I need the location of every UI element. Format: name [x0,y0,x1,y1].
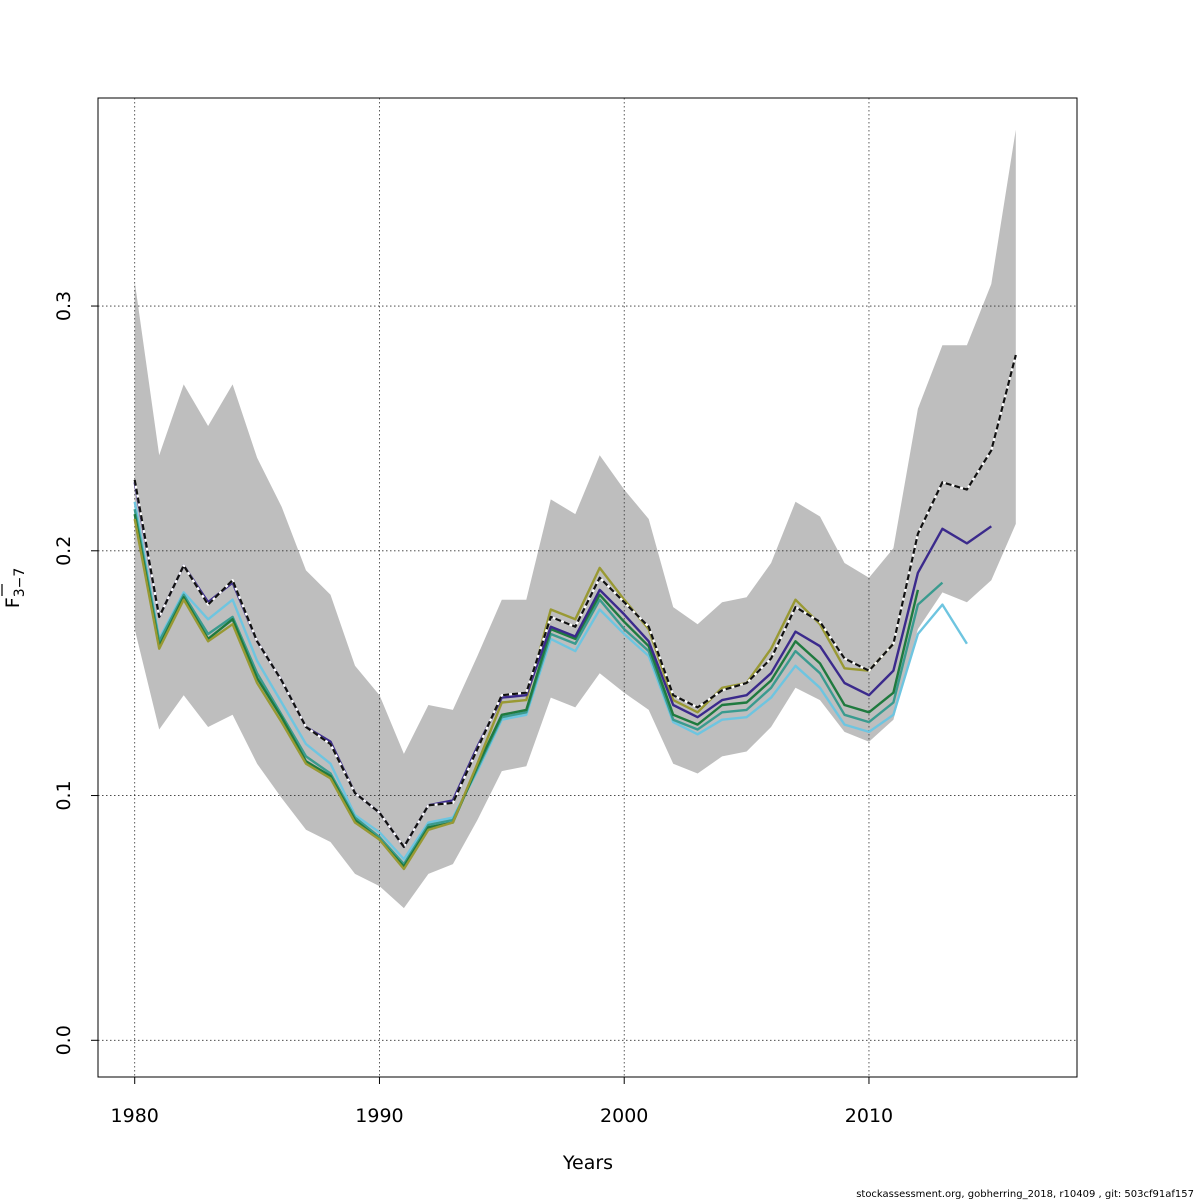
x-axis-title: Years [562,1152,613,1174]
axis-layer: 1980 1990 2000 2010 0.0 0.1 0.2 0.3 [53,291,893,1127]
x-tick-label: 2010 [845,1105,893,1127]
x-tick-label: 2000 [600,1105,648,1127]
series-line-1 [133,501,968,861]
y-axis-title-main: F [2,597,24,608]
plot-frame [97,97,1078,1078]
y-axis-title-sub: 3−7 [12,568,28,598]
x-tick-label: 1990 [355,1105,403,1127]
y-axis-title: F3−7 [1,568,28,608]
y-tick-label: 0.1 [53,780,75,810]
confidence-band [134,129,1016,909]
series-layer [133,354,1017,871]
series-line-4 [133,518,895,871]
y-tick-label: 0.2 [53,536,75,566]
series-line-6 [133,354,1017,849]
grid-layer [98,98,1077,1077]
series-line-3 [133,513,920,868]
y-tick-label: 0.0 [53,1025,75,1055]
confidence-band-layer [134,129,1016,909]
footer-note: stockassessment.org, gobherring_2018, r1… [856,1189,1194,1200]
y-tick-label: 0.3 [53,291,75,321]
x-tick-label: 1980 [111,1105,159,1127]
svg-text:F3−7: F3−7 [2,568,28,608]
